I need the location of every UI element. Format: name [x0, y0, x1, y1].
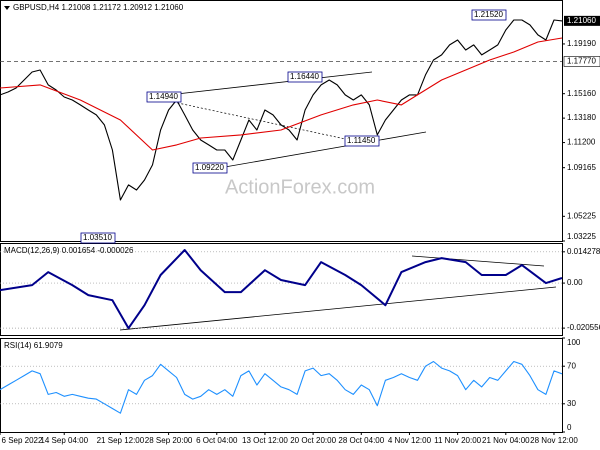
- y-tick-label: 0.00: [567, 278, 583, 287]
- watermark: ActionForex.com: [225, 176, 375, 198]
- annotation: 1.14940: [149, 92, 178, 101]
- channel-top: [149, 71, 373, 98]
- y-tick-label: 0.014278: [567, 247, 600, 256]
- chart-title: GBPUSD,H4 1.21008 1.21172 1.20912 1.2106…: [13, 3, 184, 12]
- x-tick-label: 6 Oct 04:00: [196, 436, 238, 445]
- x-tick-label: 28 Sep 20:00: [145, 436, 193, 445]
- annotation-box: [344, 135, 380, 147]
- annotation-box: [471, 9, 507, 21]
- x-tick-label: 11 Nov 20:00: [434, 436, 482, 445]
- annotation: 1.11450: [347, 136, 376, 145]
- x-tick-label: 6 Sep 2022: [2, 436, 43, 445]
- level-label-box: [563, 56, 600, 67]
- rsi-title: RSI(14) 61.9079: [4, 341, 63, 350]
- x-tick-label: 21 Sep 12:00: [97, 436, 145, 445]
- channel-bottom: [195, 131, 427, 173]
- annotation-box: [192, 162, 228, 174]
- x-tick-label: 20 Oct 20:00: [290, 436, 336, 445]
- annotation-box: [287, 71, 323, 83]
- last-price-box: [564, 15, 600, 26]
- level-label: 1.17770: [567, 57, 596, 66]
- x-tick-label: 4 Nov 12:00: [388, 436, 432, 445]
- annotation-box: [80, 232, 116, 244]
- series-line: [0, 360, 563, 414]
- y-tick-label: 1.09165: [567, 163, 596, 172]
- y-tick-label: 100: [567, 338, 581, 347]
- x-tick-label: 28 Oct 04:00: [338, 436, 384, 445]
- series-line: [0, 19, 563, 201]
- series-line: [0, 37, 563, 151]
- y-tick-label: 70: [567, 361, 576, 370]
- annotation-box: [146, 91, 182, 103]
- annotation: 1.21520: [474, 10, 503, 19]
- x-tick-label: 28 Nov 12:00: [530, 436, 578, 445]
- y-tick-label: 0: [567, 423, 572, 432]
- annotation: 1.03510: [83, 233, 112, 242]
- price-panel: [0, 0, 563, 242]
- x-tick-label: 13 Oct 12:00: [242, 436, 288, 445]
- y-tick-label: 1.15160: [567, 89, 596, 98]
- annotation: 1.09220: [195, 163, 224, 172]
- macd-title: MACD(12,26,9) 0.001654 -0.000026: [4, 246, 134, 255]
- x-tick-label: 14 Sep 04:00: [40, 436, 88, 445]
- y-tick-label: 1.03225: [567, 232, 596, 241]
- y-tick-label: 1.19190: [567, 39, 596, 48]
- y-tick-label: 1.05225: [567, 211, 596, 220]
- y-tick-label: -0.020556: [567, 323, 600, 332]
- series-line: [0, 249, 563, 330]
- annotation: 1.16440: [290, 72, 319, 81]
- x-tick-label: 21 Nov 04:00: [482, 436, 530, 445]
- title-icon: [4, 6, 10, 10]
- y-tick-label: 30: [567, 399, 576, 408]
- macd-trend-low: [119, 286, 557, 331]
- y-tick-label: 1.11200: [567, 138, 596, 147]
- rsi-panel: [0, 338, 563, 433]
- last-price-label: 1.21060: [567, 16, 596, 25]
- y-tick-label: 1.13180: [567, 113, 596, 122]
